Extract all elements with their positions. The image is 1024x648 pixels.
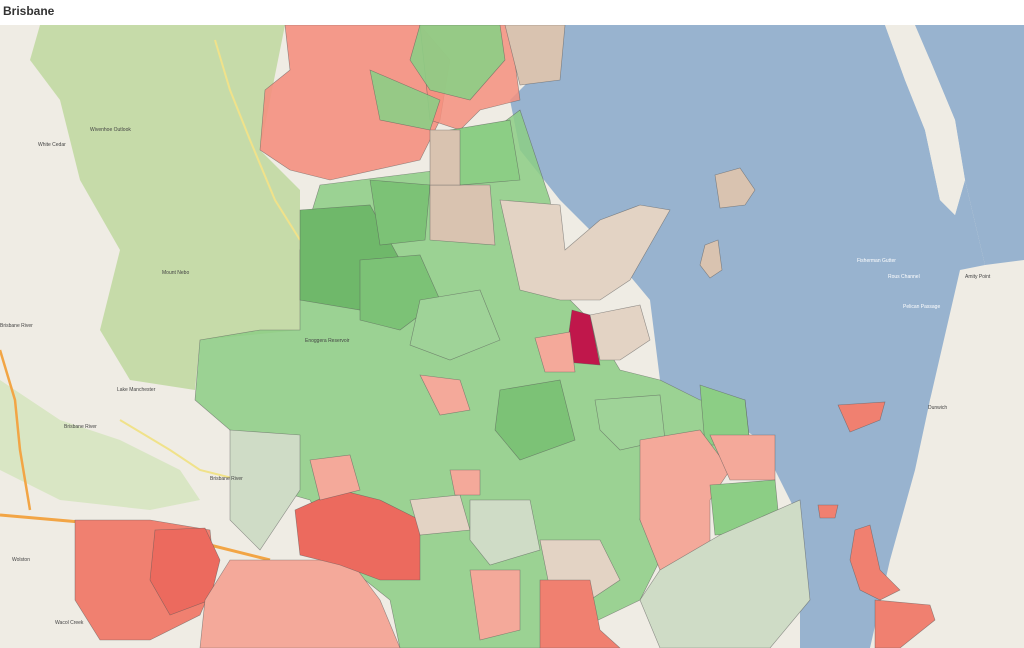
- place-label: Brisbane River: [210, 476, 243, 482]
- suburb: [639, 499, 811, 648]
- place-label: Rous Channel: [888, 274, 920, 280]
- suburb: [539, 579, 621, 648]
- suburb: [534, 331, 576, 373]
- suburb: [469, 569, 521, 641]
- suburb: [504, 25, 566, 86]
- place-label: Mount Nebo: [162, 270, 189, 276]
- suburb: [409, 289, 501, 361]
- suburb: [817, 504, 839, 519]
- map: White Cedar Wivenhoe Outlook Mount Nebo …: [0, 25, 1024, 648]
- suburb: [589, 304, 651, 361]
- place-label: Dunwich: [928, 405, 947, 411]
- suburb: [849, 524, 901, 601]
- place-labels: White Cedar Wivenhoe Outlook Mount Nebo …: [0, 127, 991, 626]
- island: [870, 260, 1024, 648]
- island: [699, 239, 723, 279]
- place-label: Wacol Creek: [55, 620, 84, 626]
- suburb: [369, 179, 431, 246]
- park: [30, 25, 300, 390]
- place-label: Wivenhoe Outlook: [90, 127, 131, 133]
- place-label: Brisbane River: [0, 323, 33, 329]
- place-label: Fisherman Gutter: [857, 258, 896, 264]
- map-title: Brisbane: [3, 4, 55, 18]
- place-label: Enoggera Reservoir: [305, 338, 350, 344]
- sea: [510, 25, 985, 648]
- suburb: [419, 374, 471, 416]
- suburb: [639, 429, 731, 571]
- suburb: [874, 599, 936, 648]
- suburb: [469, 499, 541, 566]
- suburb: [449, 119, 521, 186]
- island: [885, 25, 965, 215]
- suburb: [309, 454, 361, 501]
- suburb: [837, 401, 886, 433]
- place-label: Brisbane River: [64, 424, 97, 430]
- park: [0, 380, 200, 510]
- road: [119, 419, 241, 481]
- suburbs: [74, 25, 936, 648]
- suburb: [449, 469, 481, 496]
- place-label: Amity Point: [965, 274, 991, 280]
- island: [714, 167, 756, 209]
- place-label: White Cedar: [38, 142, 66, 148]
- suburb: [409, 25, 506, 101]
- place-label: Pelican Passage: [903, 304, 940, 310]
- suburb: [494, 379, 576, 461]
- road: [214, 39, 301, 241]
- motorway: [0, 349, 32, 511]
- suburb: [429, 129, 461, 186]
- place-label: Lake Manchester: [117, 387, 156, 393]
- place-label: Wolston: [12, 557, 30, 563]
- suburb: [409, 494, 471, 536]
- suburb: [229, 429, 301, 551]
- suburb: [499, 199, 671, 301]
- suburb: [429, 184, 496, 246]
- suburb: [294, 489, 421, 581]
- sea: [885, 25, 1024, 265]
